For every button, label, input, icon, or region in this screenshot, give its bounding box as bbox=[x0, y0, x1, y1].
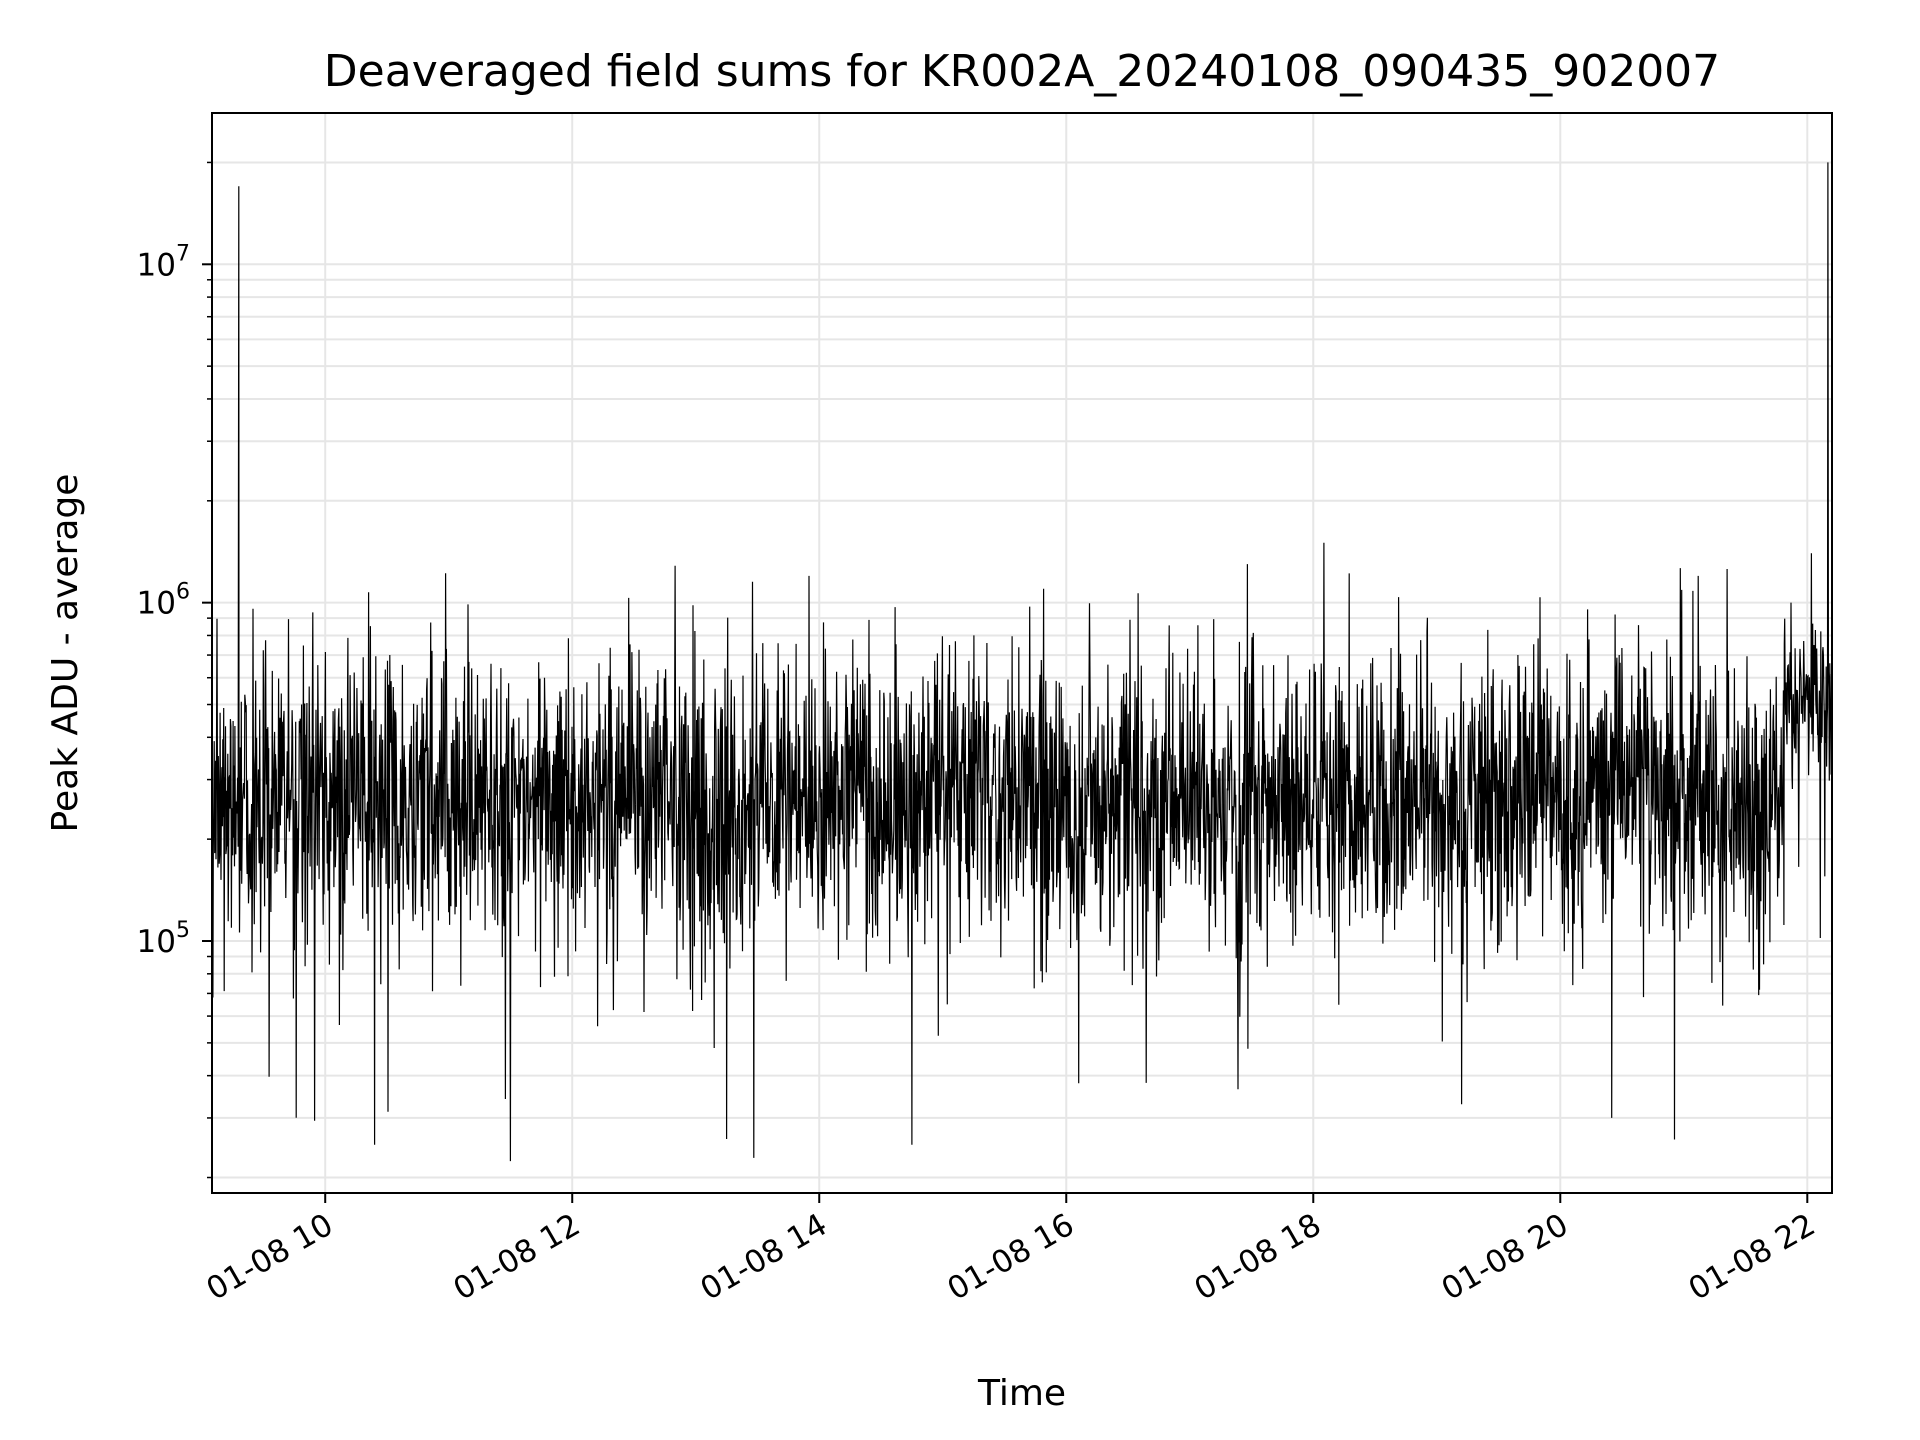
y-tick-label: 105 bbox=[137, 918, 190, 960]
series-path bbox=[211, 162, 1833, 1162]
y-tick-label: 106 bbox=[137, 580, 190, 622]
y-tick-label: 107 bbox=[137, 241, 190, 283]
x-axis-label: Time bbox=[977, 1373, 1066, 1414]
y-axis: 105 106 107 bbox=[137, 161, 212, 1179]
series-line bbox=[211, 162, 1833, 1162]
y-axis-label: Peak ADU - average bbox=[45, 474, 86, 833]
chart-title: Deaveraged field sums for KR002A_2024010… bbox=[324, 46, 1720, 97]
plot-frame bbox=[211, 112, 1833, 1194]
